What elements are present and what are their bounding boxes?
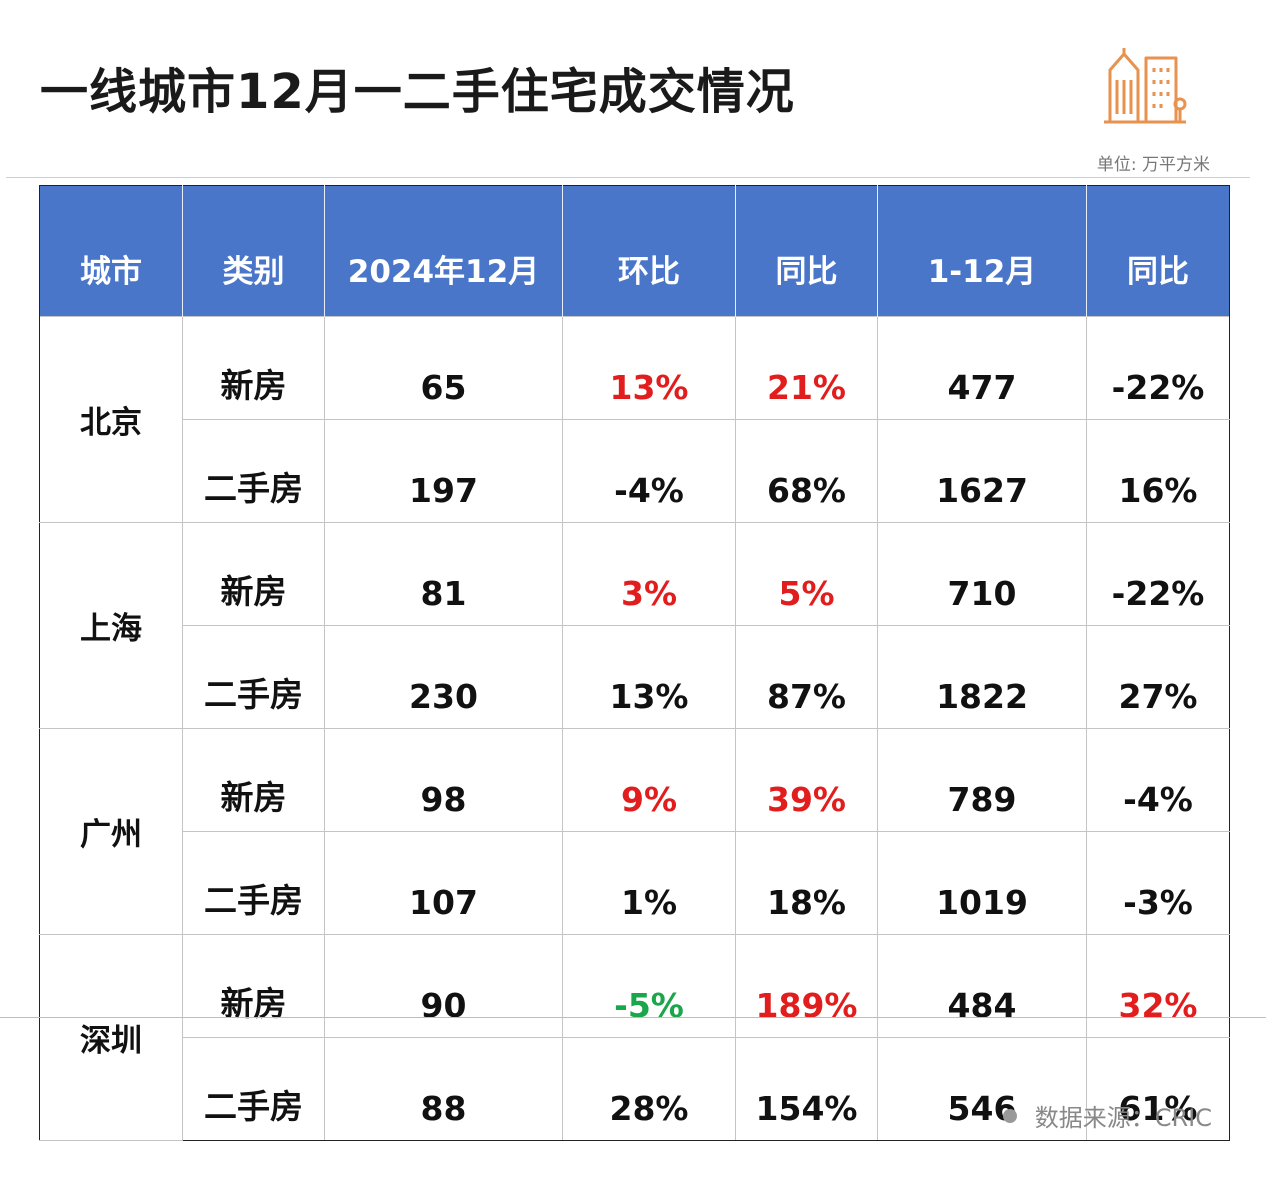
bullet-dot-icon [1002,1108,1017,1123]
ytd-value-cell: 484 [877,934,1087,1038]
yoy-cell: 87% [735,625,878,729]
yoy-cell: 68% [735,419,878,523]
ytd-value-cell: 1019 [877,831,1087,935]
ytd-value-cell: 789 [877,728,1087,832]
ytd-yoy-cell: 27% [1086,625,1230,729]
top-divider [6,177,1250,178]
header-category: 类别 [182,185,325,317]
category-cell: 新房 [182,316,325,420]
header-ytd-yoy: 同比 [1086,185,1230,317]
ytd-value-cell: 1627 [877,419,1087,523]
city-cell: 广州 [39,728,183,935]
dec-value-cell: 107 [324,831,563,935]
transaction-table: 城市 类别 2024年12月 环比 同比 1-12月 同比 北京 新房 65 1… [39,185,1230,1141]
ytd-yoy-cell: -4% [1086,728,1230,832]
category-cell: 新房 [182,728,325,832]
category-cell: 二手房 [182,1037,325,1141]
category-cell: 新房 [182,522,325,626]
dec-value-cell: 88 [324,1037,563,1141]
table-row: 二手房 230 13% 87% 1822 27% [40,625,1230,729]
mom-cell: 13% [562,625,736,729]
table-row: 广州 新房 98 9% 39% 789 -4% [39,728,1230,935]
mom-cell: 3% [562,522,736,626]
category-cell: 新房 [182,934,325,1038]
ytd-yoy-cell: 32% [1086,934,1230,1038]
header-mom: 环比 [562,185,736,317]
mom-cell: 28% [562,1037,736,1141]
unit-label: 单位: 万平方米 [1096,155,1210,175]
category-cell: 二手房 [182,419,325,523]
dec-value-cell: 90 [324,934,563,1038]
yoy-cell: 154% [735,1037,878,1141]
dec-value-cell: 230 [324,625,563,729]
header-city: 城市 [39,185,183,317]
ytd-yoy-cell: 16% [1086,419,1230,523]
dec-value-cell: 65 [324,316,563,420]
mom-cell: 13% [562,316,736,420]
yoy-cell: 189% [735,934,878,1038]
yoy-cell: 39% [735,728,878,832]
mom-cell: -4% [562,419,736,523]
buildings-icon [1104,48,1187,124]
table-row: 上海 新房 81 3% 5% 710 -22% [39,522,1230,729]
source-label: 数据来源：CRIC [1034,1104,1212,1132]
table-row: 二手房 107 1% 18% 1019 -3% [40,831,1230,935]
dec-value-cell: 197 [324,419,563,523]
table-row: 北京 新房 65 13% 21% 477 -22% [39,316,1230,523]
page-title: 一线城市12月一二手住宅成交情况 [40,64,795,120]
table-row: 二手房 197 -4% 68% 1627 16% [40,419,1230,523]
bottom-divider [0,1017,1266,1018]
table-row: 深圳 新房 90 -5% 189% 484 32% [39,934,1230,1141]
table-row: 二手房 88 28% 154% 546 61% [40,1037,1230,1141]
dec-value-cell: 81 [324,522,563,626]
ytd-yoy-cell: -22% [1086,316,1230,420]
yoy-cell: 21% [735,316,878,420]
ytd-yoy-cell: -3% [1086,831,1230,935]
mom-cell: -5% [562,934,736,1038]
mom-cell: 9% [562,728,736,832]
yoy-cell: 18% [735,831,878,935]
header-yoy: 同比 [735,185,878,317]
header-ytd: 1-12月 [877,185,1087,317]
mom-cell: 1% [562,831,736,935]
ytd-value-cell: 477 [877,316,1087,420]
ytd-yoy-cell: -22% [1086,522,1230,626]
table-header-row: 城市 类别 2024年12月 环比 同比 1-12月 同比 [39,185,1230,317]
ytd-value-cell: 710 [877,522,1087,626]
source-note: 数据来源：CRIC [1002,1098,1212,1133]
category-cell: 二手房 [182,625,325,729]
category-cell: 二手房 [182,831,325,935]
yoy-cell: 5% [735,522,878,626]
ytd-value-cell: 1822 [877,625,1087,729]
dec-value-cell: 98 [324,728,563,832]
city-cell: 深圳 [39,934,183,1141]
header-dec-2024: 2024年12月 [324,185,563,317]
city-cell: 北京 [39,316,183,523]
ytd-yoy-cell: 61% [1086,1037,1230,1141]
city-cell: 上海 [39,522,183,729]
